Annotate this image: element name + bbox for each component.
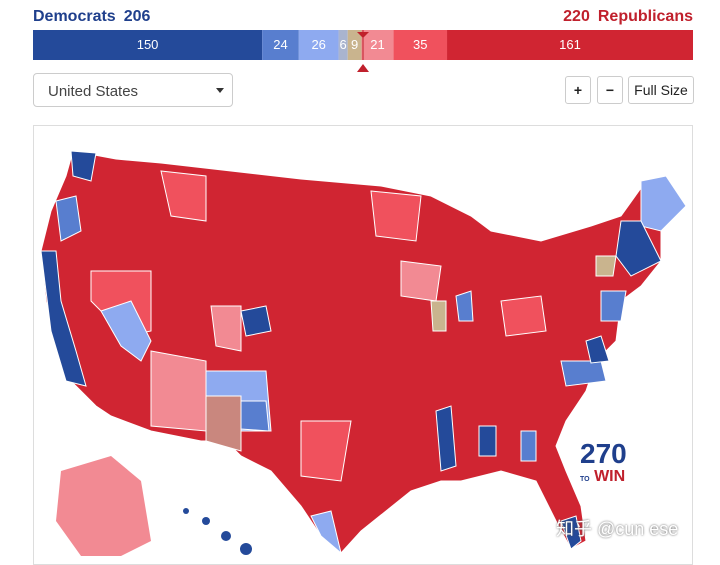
logo-win: WIN: [594, 468, 626, 485]
full-size[interactable]: Full Size: [628, 76, 694, 104]
bar-segment: [393, 30, 448, 60]
map-frame: [33, 125, 693, 565]
logo-number: 270: [580, 438, 627, 469]
segment-label: 161: [559, 37, 581, 52]
watermark: 知乎 @cun ese: [556, 519, 679, 539]
rep-header: 220 Republicans: [555, 8, 693, 26]
logo-to: TO: [580, 476, 590, 483]
rep-label: Republicans: [597, 8, 693, 25]
bar-segment: [338, 30, 348, 60]
us-map: [40, 150, 687, 556]
region-select[interactable]: United States: [33, 73, 233, 107]
hawaii: [183, 508, 252, 555]
zoom-out[interactable]: −: [597, 76, 623, 104]
segment-label: 26: [311, 37, 325, 52]
bar-segment: [347, 30, 362, 60]
segment-label: 9: [351, 37, 358, 52]
bar-segment: [298, 30, 339, 60]
seat-bar: 150 24 26 6 9 21 35 161: [33, 30, 693, 72]
zoom-in[interactable]: +: [565, 76, 591, 104]
bar-segment: [262, 30, 299, 60]
dem-total: 206: [123, 8, 151, 25]
districts: [40, 150, 687, 555]
logo: 270 TO WIN: [580, 440, 627, 486]
rep-total: 220: [563, 8, 590, 25]
segment-label: 150: [137, 37, 159, 52]
dem-label: Democrats: [33, 8, 116, 25]
bar-segment: [447, 30, 693, 60]
midpoint-marker: [357, 64, 369, 72]
segment-label: 6: [340, 37, 347, 52]
segment-label: 35: [413, 37, 427, 52]
alaska: [56, 456, 151, 556]
bar-segment: [361, 30, 394, 60]
segment-label: 24: [273, 37, 287, 52]
segment-label: 21: [370, 37, 384, 52]
bar-segment: [33, 30, 263, 60]
dem-header: Democrats 206: [33, 8, 158, 26]
